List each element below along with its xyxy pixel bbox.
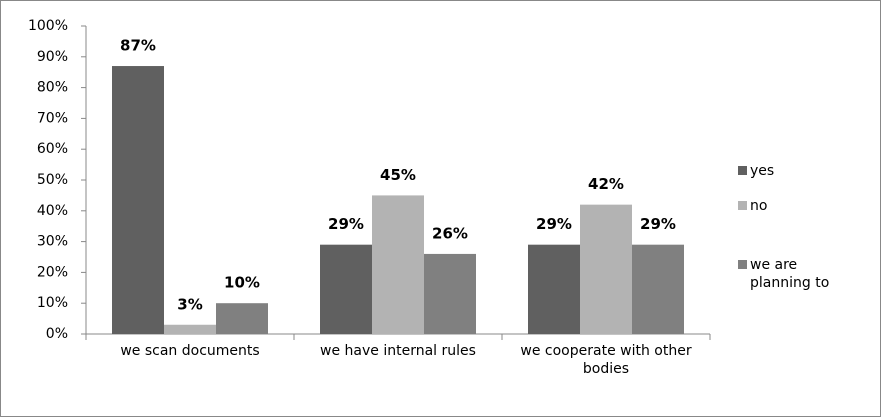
legend-label: we are planning to: [750, 257, 830, 291]
x-tick-label: we cooperate with other bodies: [520, 343, 692, 377]
data-label: 26%: [432, 224, 468, 242]
y-tick-label: 30%: [37, 234, 68, 250]
y-tick-label: 80%: [37, 80, 68, 96]
y-tick-label: 50%: [37, 172, 68, 188]
data-label: 10%: [224, 274, 260, 292]
data-label: 29%: [536, 215, 572, 233]
bar: [424, 253, 476, 334]
y-tick-label: 100%: [28, 18, 68, 34]
y-tick-label: 40%: [37, 203, 68, 219]
y-tick-label: 70%: [37, 110, 68, 126]
bar: [528, 244, 580, 334]
data-label: 29%: [640, 215, 676, 233]
data-label: 29%: [328, 215, 364, 233]
legend-label: no: [750, 198, 768, 214]
legend-label: yes: [750, 163, 775, 179]
data-label: 45%: [380, 166, 416, 184]
x-tick-label: we have internal rules: [320, 343, 476, 359]
legend-swatch: [738, 166, 747, 175]
bar: [320, 244, 372, 334]
y-tick-label: 90%: [37, 49, 68, 65]
y-tick-label: 10%: [37, 295, 68, 311]
bar: [112, 66, 164, 334]
bar: [580, 204, 632, 334]
y-tick-label: 20%: [37, 264, 68, 280]
x-tick-label: we scan documents: [120, 343, 260, 359]
bar: [372, 195, 424, 334]
bar: [632, 244, 684, 334]
data-label: 87%: [120, 37, 156, 55]
data-label: 42%: [588, 175, 624, 193]
y-tick-label: 60%: [37, 141, 68, 157]
bar: [216, 303, 268, 334]
data-label: 3%: [177, 295, 202, 313]
y-tick-label: 0%: [46, 326, 68, 342]
legend-swatch: [738, 260, 747, 269]
legend-swatch: [738, 201, 747, 210]
bar: [164, 324, 216, 334]
